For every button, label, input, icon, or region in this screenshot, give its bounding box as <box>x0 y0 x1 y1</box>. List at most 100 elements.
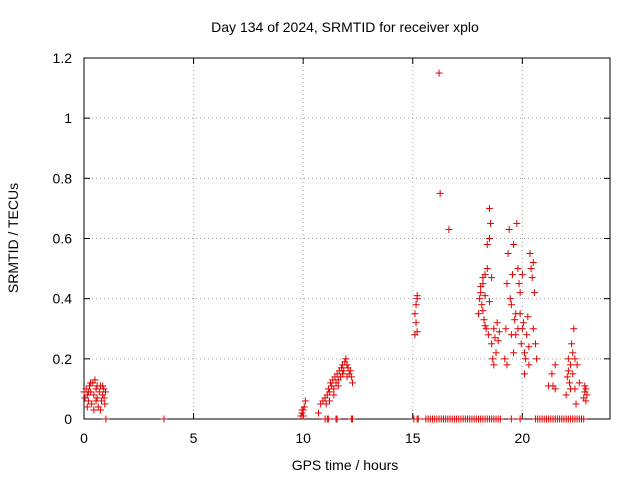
data-point <box>510 349 518 357</box>
data-point <box>565 379 573 387</box>
data-point <box>325 388 333 396</box>
data-point <box>522 355 530 363</box>
data-point <box>485 298 493 306</box>
data-point <box>516 289 524 297</box>
data-point <box>101 400 109 408</box>
data-point <box>524 313 532 321</box>
data-point <box>492 349 500 357</box>
data-point <box>322 400 330 408</box>
data-point <box>475 310 482 318</box>
data-point <box>493 319 501 327</box>
data-point <box>567 385 575 393</box>
y-tick-label: 0 <box>64 411 72 427</box>
data-point <box>502 325 510 333</box>
data-point <box>330 391 338 399</box>
data-point <box>489 355 497 363</box>
tick-labels: 0 5 10 15 20 0 0.2 0.4 0.6 0.8 1 1.2 <box>53 50 531 446</box>
data-point <box>517 340 525 348</box>
data-point <box>100 385 108 393</box>
data-point <box>477 289 485 297</box>
data-point <box>84 397 92 405</box>
data-point <box>527 265 535 273</box>
data-point <box>334 382 342 390</box>
data-point <box>523 331 531 339</box>
data-point <box>324 415 332 423</box>
data-point <box>518 271 526 279</box>
data-point <box>102 415 110 423</box>
data-point <box>564 367 572 375</box>
data-point <box>478 301 486 309</box>
data-point <box>333 415 341 423</box>
data-point <box>521 370 529 378</box>
data-point <box>488 340 496 348</box>
data-point <box>299 412 307 420</box>
data-point <box>483 241 491 249</box>
data-point <box>479 307 487 315</box>
x-tick-label: 20 <box>515 430 531 446</box>
data-point <box>483 265 491 273</box>
data-point <box>90 406 98 414</box>
data-point <box>477 283 485 291</box>
data-point <box>481 322 489 330</box>
x-tick-label: 10 <box>295 430 311 446</box>
axis-ticks <box>83 57 610 420</box>
data-point <box>551 361 559 369</box>
data-point <box>340 367 348 375</box>
data-point <box>96 406 104 414</box>
y-axis-label: SRMTID / TECUs <box>5 183 21 293</box>
data-point <box>90 391 98 399</box>
data-point <box>339 370 347 378</box>
data-point <box>494 337 502 345</box>
data-point <box>564 355 572 363</box>
data-point <box>83 403 91 411</box>
data-point <box>301 397 309 405</box>
data-point <box>513 219 521 227</box>
data-point <box>485 235 493 242</box>
data-point <box>330 385 338 393</box>
data-point <box>531 340 539 348</box>
data-point <box>481 292 489 300</box>
data-point <box>348 379 356 387</box>
data-point <box>91 376 99 384</box>
data-point <box>84 388 92 396</box>
data-point <box>571 355 579 363</box>
data-point <box>490 325 498 333</box>
data-point <box>87 379 95 387</box>
data-point <box>485 204 493 212</box>
data-point <box>562 391 570 399</box>
data-point <box>346 367 354 375</box>
data-points <box>80 69 591 423</box>
data-point <box>551 385 559 393</box>
x-axis-label: GPS time / hours <box>292 457 399 473</box>
data-point <box>445 225 453 233</box>
data-point <box>526 250 534 258</box>
x-tick-label: 0 <box>80 430 88 446</box>
data-point <box>480 316 488 324</box>
data-point <box>496 415 504 423</box>
data-point <box>573 361 581 369</box>
data-point <box>510 241 518 249</box>
data-point <box>575 379 583 387</box>
data-point <box>325 397 333 405</box>
data-point <box>476 295 484 303</box>
data-point <box>569 370 577 378</box>
data-point <box>572 400 580 408</box>
data-point <box>343 373 351 381</box>
data-point <box>582 397 590 405</box>
data-point <box>495 328 503 336</box>
data-point <box>342 355 350 363</box>
data-point <box>411 310 419 318</box>
data-point <box>413 328 421 336</box>
data-point <box>85 382 93 390</box>
data-point <box>484 331 492 339</box>
data-point <box>414 415 422 423</box>
data-point <box>487 219 495 227</box>
data-point <box>511 316 519 324</box>
data-point <box>507 415 515 423</box>
data-point <box>348 415 356 423</box>
data-point <box>582 385 590 393</box>
data-point <box>583 391 591 399</box>
data-point <box>533 355 541 363</box>
data-point <box>568 340 576 348</box>
